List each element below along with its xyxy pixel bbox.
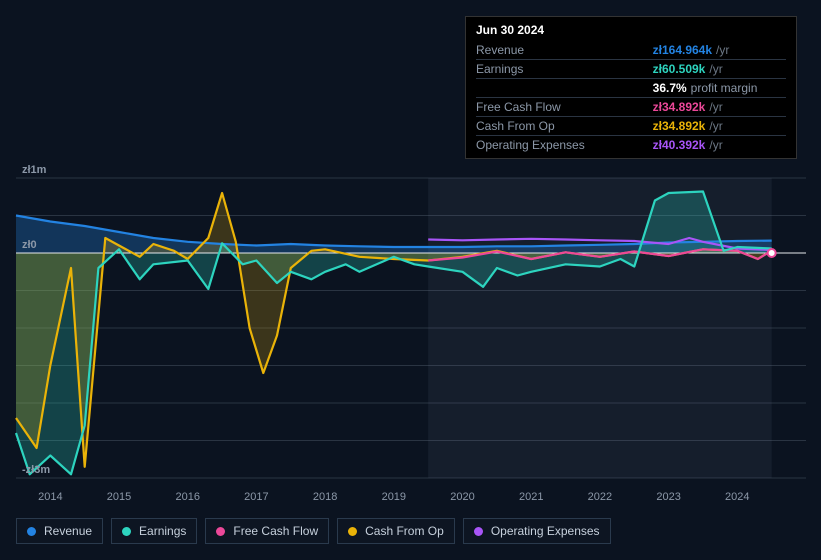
legend-label: Operating Expenses [491,524,600,538]
y-axis-label: zł1m [22,164,46,176]
legend-swatch-icon [474,527,483,536]
tooltip-value: zł34.892k/yr [653,117,786,136]
chart-legend: Revenue Earnings Free Cash Flow Cash From O… [16,518,611,544]
x-axis-label: 2015 [107,491,131,503]
tooltip-date: Jun 30 2024 [476,23,786,37]
tooltip-row: Free Cash Flowzł34.892k/yr [476,98,786,117]
tooltip-row: Revenuezł164.964k/yr [476,41,786,60]
tooltip-row: Operating Expenseszł40.392k/yr [476,136,786,155]
legend-swatch-icon [122,527,131,536]
legend-item-cfo[interactable]: Cash From Op [337,518,455,544]
x-axis-label: 2016 [175,491,199,503]
x-axis-label: 2024 [725,491,749,503]
tooltip-row: 36.7%profit margin [476,79,786,98]
tooltip-value: zł40.392k/yr [653,136,786,155]
tooltip-subtext: 36.7%profit margin [653,79,786,98]
legend-item-revenue[interactable]: Revenue [16,518,103,544]
tooltip-value: zł164.964k/yr [653,41,786,60]
chart-tooltip: Jun 30 2024Revenuezł164.964k/yrEarningsz… [465,16,797,159]
tooltip-label: Earnings [476,60,653,79]
legend-item-opex[interactable]: Operating Expenses [463,518,611,544]
tooltip-row: Cash From Opzł34.892k/yr [476,117,786,136]
legend-swatch-icon [216,527,225,536]
chart-highlight-band [428,178,771,478]
legend-label: Earnings [139,524,186,538]
x-axis-label: 2021 [519,491,543,503]
y-axis-label: -zł3m [22,464,50,476]
legend-item-earnings[interactable]: Earnings [111,518,197,544]
y-axis-label: zł0 [22,239,37,251]
x-axis-label: 2023 [656,491,680,503]
x-axis-label: 2020 [450,491,474,503]
legend-swatch-icon [27,527,36,536]
tooltip-row: Earningszł60.509k/yr [476,60,786,79]
tooltip-value: zł60.509k/yr [653,60,786,79]
tooltip-value: zł34.892k/yr [653,98,786,117]
x-axis-label: 2014 [38,491,62,503]
tooltip-label: Free Cash Flow [476,98,653,117]
x-axis-label: 2018 [313,491,337,503]
legend-label: Cash From Op [365,524,444,538]
chart-marker [768,249,776,257]
legend-swatch-icon [348,527,357,536]
tooltip-label: Cash From Op [476,117,653,136]
x-axis-label: 2017 [244,491,268,503]
tooltip-label: Revenue [476,41,653,60]
x-axis-label: 2022 [588,491,612,503]
legend-label: Revenue [44,524,92,538]
x-axis-label: 2019 [382,491,406,503]
legend-item-fcf[interactable]: Free Cash Flow [205,518,329,544]
tooltip-label [476,79,653,98]
tooltip-label: Operating Expenses [476,136,653,155]
legend-label: Free Cash Flow [233,524,318,538]
